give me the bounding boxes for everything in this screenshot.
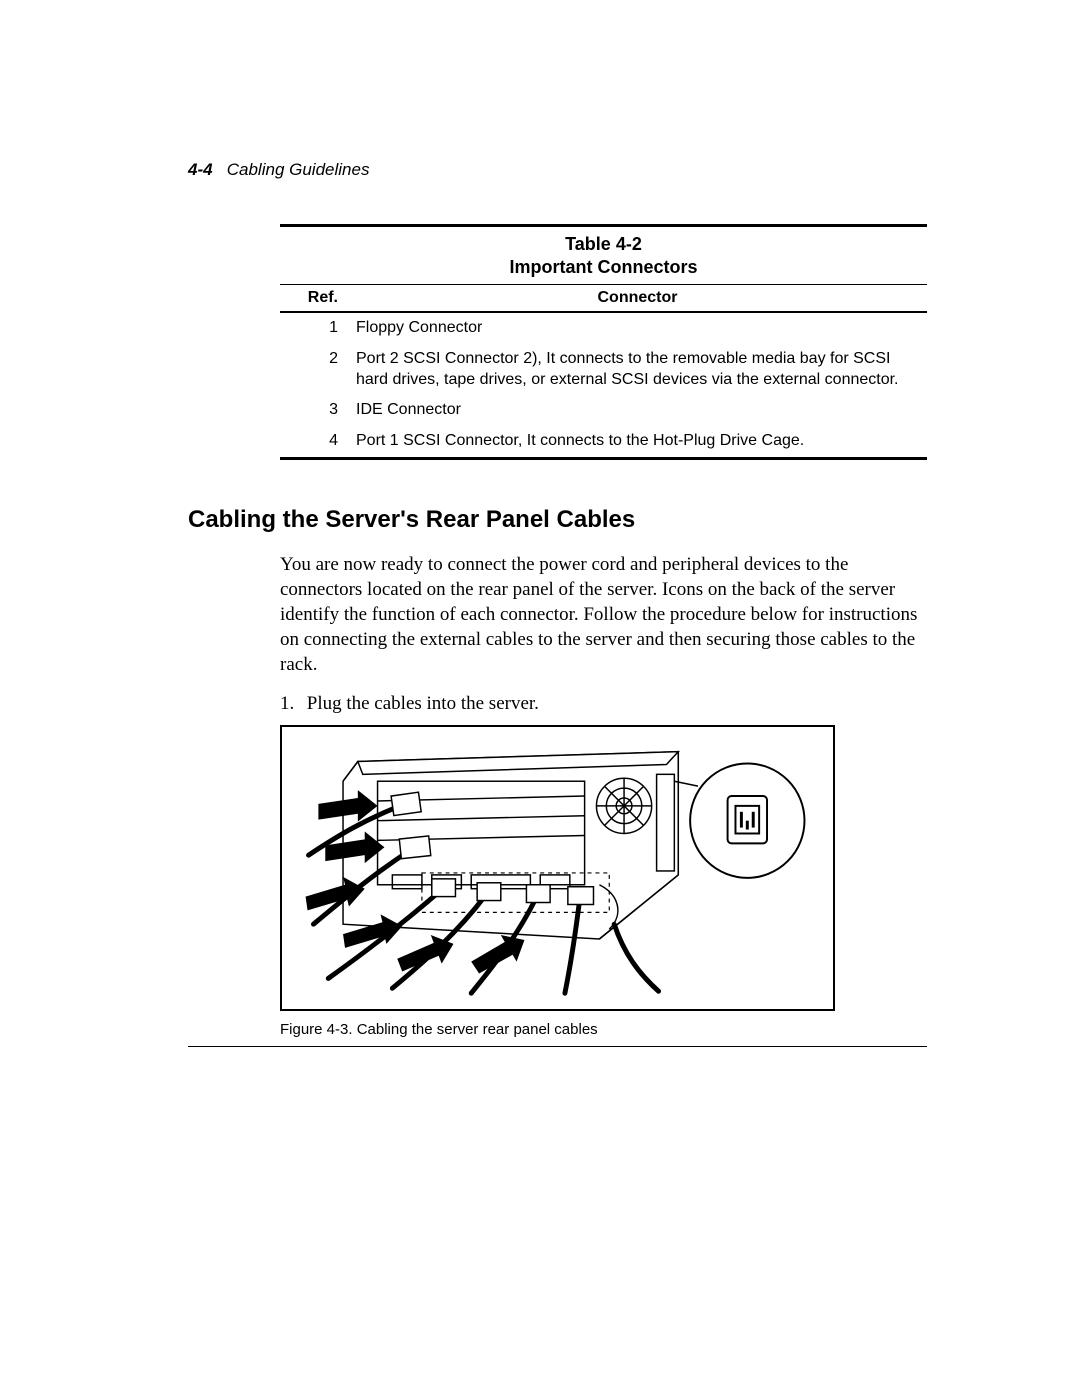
server-illustration-icon [282,727,833,1009]
col-connector: Connector [356,285,927,311]
table-title: Important Connectors [509,257,697,277]
connectors-table-block: Table 4-2 Important Connectors Ref. Conn… [280,224,927,460]
cell-connector: Port 2 SCSI Connector 2), It connects to… [356,344,927,396]
table-row: 2 Port 2 SCSI Connector 2), It connects … [280,344,927,396]
connectors-table: Ref. Connector 1 Floppy Connector 2 Port… [280,285,927,457]
table-row: 1 Floppy Connector [280,313,927,344]
running-head: 4-4 Cabling Guidelines [188,160,927,180]
cell-connector: Port 1 SCSI Connector, It connects to th… [356,426,927,457]
page-number: 4-4 [188,160,213,179]
table-row: 3 IDE Connector [280,395,927,426]
figure-caption: Figure 4-3. Cabling the server rear pane… [280,1021,927,1038]
step-text: Plug the cables into the server. [307,693,539,714]
body-paragraph: You are now ready to connect the power c… [280,552,927,677]
col-ref: Ref. [280,285,356,311]
table-header-row: Ref. Connector [280,285,927,311]
table-row: 4 Port 1 SCSI Connector, It connects to … [280,426,927,457]
table-number: Table 4-2 [565,234,642,254]
cell-ref: 1 [280,313,356,344]
footer-rule [188,1046,927,1047]
step-1: 1. Plug the cables into the server. [280,693,927,715]
cell-ref: 2 [280,344,356,396]
cell-connector: IDE Connector [356,395,927,426]
table-caption: Table 4-2 Important Connectors [280,227,927,284]
cell-connector: Floppy Connector [356,313,927,344]
figure-server-rear-cabling [280,725,835,1011]
cell-ref: 4 [280,426,356,457]
section-heading: Cabling the Server's Rear Panel Cables [188,506,927,534]
cell-ref: 3 [280,395,356,426]
section-name: Cabling Guidelines [227,160,370,179]
step-number: 1. [280,693,302,715]
